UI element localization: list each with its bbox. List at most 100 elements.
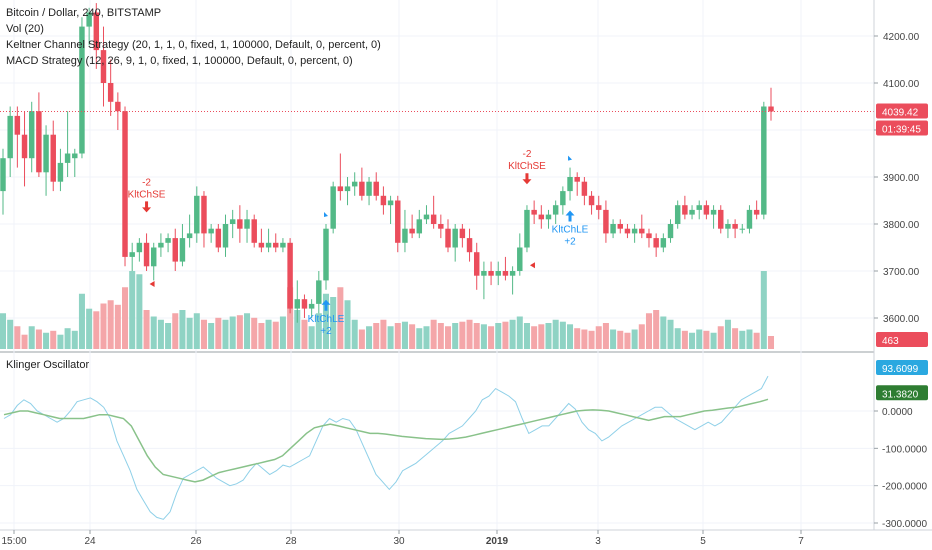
volume-bar: [71, 330, 78, 349]
signal-label: KltChSE: [508, 161, 546, 172]
candle-body: [753, 209, 760, 215]
oscillator-title[interactable]: Klinger Oscillator: [6, 359, 90, 371]
candle-body: [373, 181, 379, 196]
candle-body: [624, 228, 631, 234]
volume-bar: [624, 332, 631, 349]
candle-body: [172, 238, 178, 262]
volume-bar: [567, 324, 574, 349]
volume-bar: [366, 326, 373, 349]
volume-bar: [416, 328, 423, 349]
candle-body: [316, 280, 322, 304]
candle-body: [596, 205, 602, 210]
volume-bar: [100, 303, 107, 349]
candle-body: [710, 209, 717, 215]
indicator-volume[interactable]: Vol (20): [6, 23, 44, 35]
candle-body: [251, 219, 257, 243]
countdown-badge: 01:39:45: [882, 124, 921, 135]
candle-body: [430, 214, 437, 224]
volume-bar: [251, 317, 258, 349]
candle-body: [416, 219, 423, 234]
signal-marker: [529, 262, 535, 269]
candle-body: [631, 228, 638, 234]
osc-tick-label: -100.0000: [882, 444, 927, 455]
osc-tick-label: -200.0000: [882, 482, 927, 493]
volume-badge-bg: [876, 332, 928, 347]
volume-bar: [437, 323, 444, 349]
candle-body: [402, 228, 408, 243]
volume-bar: [581, 329, 588, 349]
candle-body: [273, 242, 279, 248]
chart-legend: Bitcoin / Dollar, 240, BITSTAMP Vol (20)…: [6, 5, 381, 69]
volume-bar: [681, 330, 688, 349]
candle-body: [646, 233, 652, 239]
volume-bar: [480, 324, 487, 349]
candle-body: [560, 191, 566, 206]
volume-bar: [308, 326, 315, 349]
volume-bar: [545, 323, 552, 349]
candle-body: [165, 238, 171, 243]
volume-bar: [315, 313, 322, 349]
candle-body: [610, 224, 616, 234]
candle-body: [107, 83, 114, 102]
volume-bar: [330, 297, 337, 349]
price-axis-bg: [874, 0, 932, 550]
volume-badge: 463: [882, 336, 899, 347]
candle-body: [473, 252, 480, 276]
price-axis[interactable]: 4200.004100.004000.003900.003800.003700.…: [873, 0, 932, 550]
candle-body: [603, 209, 609, 234]
time-axis[interactable]: 15:00 24 26 28 30 2019 3 5 7: [0, 529, 932, 547]
candle-body: [28, 111, 35, 159]
axis-badges: 4039.42 01:39:45 463 93.6099 31.3820: [876, 103, 928, 401]
volume-bar: [57, 334, 64, 349]
candle-body: [21, 134, 28, 159]
volume-bar: [732, 328, 739, 349]
candle-body: [452, 228, 458, 248]
candle-body: [129, 252, 135, 257]
candle-body: [287, 242, 293, 309]
candle-body: [308, 303, 315, 309]
price-tick-label: 3900.00: [883, 173, 920, 184]
time-tick-label: 24: [84, 536, 96, 547]
candle-body: [351, 181, 358, 187]
candle-body: [739, 228, 746, 230]
indicator-macd[interactable]: MACD Strategy (12, 26, 9, 1, 0, fixed, 1…: [6, 55, 353, 67]
price-tick-label: 4200.00: [883, 32, 920, 43]
candle-body: [466, 238, 473, 253]
volume-bar: [14, 326, 21, 349]
candle-body: [366, 181, 372, 196]
candle-body: [517, 247, 523, 271]
signal-arrow-up: [565, 210, 575, 222]
signal-label: KltChLE: [552, 225, 589, 236]
indicator-keltner[interactable]: Keltner Channel Strategy (20, 1, 1, 0, f…: [6, 39, 381, 51]
volume-bar: [50, 330, 57, 349]
candle-body: [50, 134, 56, 182]
candle-body: [72, 153, 78, 159]
candle-body: [158, 242, 164, 248]
volume-bar: [179, 310, 186, 349]
volume-bar: [122, 287, 129, 349]
candle-body: [761, 106, 767, 215]
volume-bar: [258, 323, 265, 349]
volume-bar: [746, 329, 753, 349]
countdown-badge-bg: [876, 120, 928, 136]
osc-signal-badge: 31.3820: [882, 389, 919, 400]
volume-bar: [452, 323, 459, 349]
volume-bar: [222, 319, 229, 349]
volume-bar: [244, 313, 251, 349]
candle-body: [215, 228, 222, 248]
volume-bar: [0, 313, 7, 349]
candle-body: [265, 242, 272, 248]
volume-bar: [631, 329, 638, 349]
candle-body: [574, 177, 580, 182]
candle-body: [746, 209, 753, 229]
volume-bar: [423, 326, 430, 349]
time-tick-label: 3: [595, 536, 601, 547]
symbol-title[interactable]: Bitcoin / Dollar, 240, BITSTAMP: [6, 7, 162, 19]
signal-marker: [568, 155, 573, 161]
candle-body: [301, 299, 308, 309]
candle-body: [689, 209, 695, 215]
osc-tick-label: -300.0000: [882, 519, 927, 530]
volume-bar: [7, 319, 14, 349]
